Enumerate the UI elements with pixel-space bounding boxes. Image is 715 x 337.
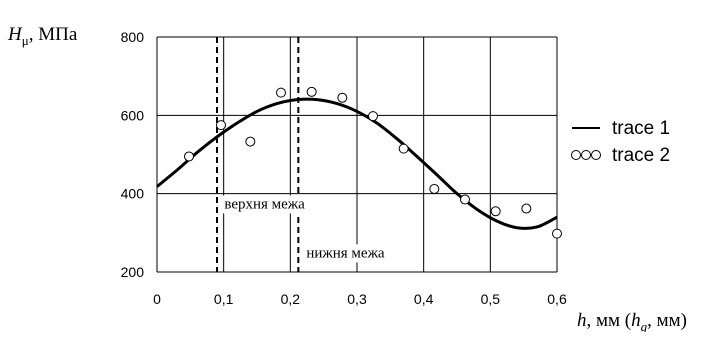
tick-labels: 0 0,1 0,2 0,3 0,4 0,5 0,6 200 400 600 800 bbox=[121, 29, 567, 307]
boundary-lines bbox=[216, 37, 300, 272]
legend-label-trace-2: trace 2 bbox=[612, 145, 670, 166]
data-point-trace-2 bbox=[521, 203, 532, 214]
x-axis-title-sub: g bbox=[641, 319, 648, 332]
y-axis-title: Hμ, МПа bbox=[7, 24, 78, 48]
y-tick-label: 200 bbox=[121, 264, 145, 280]
x-tick-label: 0,4 bbox=[414, 291, 434, 307]
x-tick-label: 0 bbox=[153, 291, 161, 307]
boundary-annotation: нижня межа bbox=[306, 245, 385, 261]
data-point-trace-2 bbox=[460, 194, 470, 205]
x-tick-label: 0,3 bbox=[347, 291, 367, 307]
series-line-trace-1 bbox=[156, 97, 558, 230]
legend-marker-3 bbox=[591, 150, 601, 160]
legend-marker-1 bbox=[571, 150, 581, 160]
series-layer bbox=[156, 86, 562, 239]
y-tick-label: 800 bbox=[121, 29, 145, 45]
x-axis-title: h, мм (hg, мм) bbox=[577, 310, 687, 332]
x-tick-label: 0,2 bbox=[281, 291, 301, 307]
y-tick-label: 400 bbox=[121, 186, 145, 202]
annotations: верхня межа нижня межа bbox=[222, 195, 387, 263]
data-point-trace-2 bbox=[337, 92, 348, 103]
data-point-trace-2 bbox=[552, 228, 562, 239]
y-axis-title-sub: μ bbox=[22, 33, 29, 48]
data-point-trace-2 bbox=[306, 86, 317, 97]
y-axis-title-main: H bbox=[7, 24, 23, 45]
boundary-annotation: верхня межа bbox=[224, 196, 305, 212]
data-point-trace-2 bbox=[429, 183, 440, 194]
x-tick-label: 0,6 bbox=[547, 291, 567, 307]
x-tick-label: 0,5 bbox=[481, 291, 501, 307]
grid bbox=[156, 36, 558, 273]
axes bbox=[156, 37, 557, 273]
data-point-trace-2 bbox=[398, 143, 409, 154]
x-axis-title-rest1: , мм ( bbox=[587, 310, 632, 331]
data-point-trace-2 bbox=[184, 151, 194, 162]
annotation-background bbox=[222, 195, 308, 214]
data-point-trace-2 bbox=[216, 120, 226, 131]
legend-label-trace-1: trace 1 bbox=[612, 118, 670, 139]
x-axis-title-h1: h bbox=[577, 310, 587, 331]
x-axis-title-rest2: , мм) bbox=[647, 310, 687, 331]
data-point-trace-2 bbox=[245, 136, 256, 147]
y-axis-title-rest: , МПа bbox=[29, 24, 78, 45]
annotation-background bbox=[304, 244, 387, 263]
data-point-trace-2 bbox=[276, 87, 286, 98]
legend: trace 1 trace 2 bbox=[571, 118, 670, 166]
data-point-trace-2 bbox=[368, 111, 378, 122]
x-tick-label: 0,1 bbox=[214, 291, 234, 307]
data-point-trace-2 bbox=[490, 206, 501, 217]
x-axis-title-h2: h bbox=[631, 310, 641, 331]
y-tick-label: 600 bbox=[121, 107, 145, 123]
legend-marker-2 bbox=[581, 150, 591, 160]
